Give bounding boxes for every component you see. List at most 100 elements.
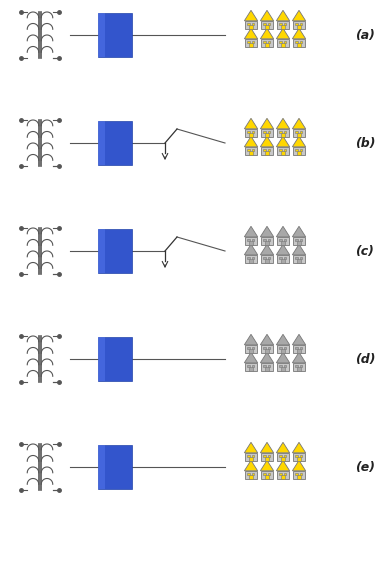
Text: (d): (d)	[355, 352, 376, 366]
Polygon shape	[244, 244, 257, 255]
Bar	[277, 129, 288, 137]
Bar	[263, 22, 266, 25]
Bar	[263, 131, 266, 133]
Bar	[284, 455, 286, 457]
Bar	[98, 121, 132, 165]
Polygon shape	[292, 136, 306, 147]
Bar	[284, 347, 286, 350]
Bar	[265, 367, 269, 371]
Bar	[293, 39, 304, 47]
Bar	[245, 453, 257, 461]
Polygon shape	[292, 442, 306, 453]
Bar	[277, 363, 288, 371]
Text: (e): (e)	[355, 461, 375, 473]
Bar	[298, 367, 301, 371]
Bar	[252, 256, 254, 259]
Polygon shape	[276, 334, 290, 345]
Bar	[284, 239, 286, 242]
Bar	[261, 129, 273, 137]
Bar	[247, 455, 250, 457]
Bar	[247, 239, 250, 242]
Bar	[268, 455, 270, 457]
Bar	[282, 133, 285, 137]
Polygon shape	[292, 334, 306, 345]
Bar	[263, 256, 266, 259]
Bar	[277, 345, 288, 353]
Bar	[300, 365, 303, 367]
Bar	[300, 131, 303, 133]
Bar	[247, 22, 250, 25]
Polygon shape	[276, 118, 290, 129]
Bar	[293, 237, 304, 245]
Bar	[293, 345, 304, 353]
Bar	[261, 453, 273, 461]
Bar	[268, 256, 270, 259]
Bar	[277, 471, 288, 479]
Bar	[245, 147, 257, 155]
Polygon shape	[276, 352, 290, 363]
Bar	[98, 229, 105, 273]
Bar	[295, 239, 298, 242]
Bar	[263, 239, 266, 242]
Bar	[265, 151, 269, 155]
Bar	[265, 259, 269, 263]
Polygon shape	[261, 118, 274, 129]
Bar	[263, 365, 266, 367]
Polygon shape	[261, 442, 274, 453]
Bar	[98, 445, 105, 489]
Text: (a): (a)	[355, 29, 375, 41]
Bar	[277, 453, 288, 461]
Bar	[265, 241, 269, 245]
Bar	[261, 21, 273, 29]
Bar	[284, 473, 286, 476]
Bar	[265, 133, 269, 137]
Bar	[295, 347, 298, 350]
Bar	[252, 347, 254, 350]
Bar	[263, 41, 266, 43]
Bar	[249, 43, 253, 47]
Polygon shape	[292, 28, 306, 39]
Bar	[265, 474, 269, 479]
Polygon shape	[292, 227, 306, 237]
Bar	[298, 241, 301, 245]
Bar	[293, 471, 304, 479]
Bar	[249, 133, 253, 137]
Polygon shape	[276, 461, 290, 471]
Bar	[284, 41, 286, 43]
Bar	[247, 41, 250, 43]
Bar	[282, 348, 285, 353]
Bar	[249, 348, 253, 353]
Polygon shape	[261, 10, 274, 21]
Bar	[293, 129, 304, 137]
Bar	[298, 151, 301, 155]
Bar	[282, 457, 285, 461]
Bar	[252, 473, 254, 476]
Polygon shape	[244, 442, 257, 453]
Bar	[245, 21, 257, 29]
Bar	[295, 131, 298, 133]
Bar	[249, 367, 253, 371]
Bar	[298, 133, 301, 137]
Bar	[298, 474, 301, 479]
Polygon shape	[261, 28, 274, 39]
Bar	[293, 21, 304, 29]
Polygon shape	[261, 461, 274, 471]
Bar	[263, 347, 266, 350]
Polygon shape	[261, 352, 274, 363]
Bar	[261, 471, 273, 479]
Bar	[247, 256, 250, 259]
Bar	[98, 229, 132, 273]
Bar	[300, 149, 303, 151]
Bar	[284, 22, 286, 25]
Bar	[98, 445, 132, 489]
Bar	[279, 365, 282, 367]
Bar	[268, 131, 270, 133]
Bar	[300, 473, 303, 476]
Bar	[263, 149, 266, 151]
Bar	[245, 237, 257, 245]
Bar	[268, 473, 270, 476]
Bar	[298, 457, 301, 461]
Bar	[279, 131, 282, 133]
Bar	[277, 39, 288, 47]
Polygon shape	[276, 227, 290, 237]
